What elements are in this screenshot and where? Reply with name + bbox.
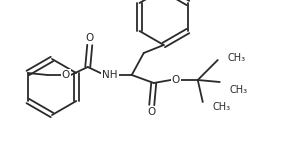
- Text: O: O: [86, 33, 94, 43]
- Text: O: O: [148, 107, 156, 117]
- Text: NH: NH: [102, 70, 117, 80]
- Text: CH₃: CH₃: [228, 53, 246, 63]
- Text: O: O: [172, 75, 180, 85]
- Text: CH₃: CH₃: [213, 102, 231, 112]
- Text: O: O: [62, 70, 70, 80]
- Text: CH₃: CH₃: [230, 85, 248, 95]
